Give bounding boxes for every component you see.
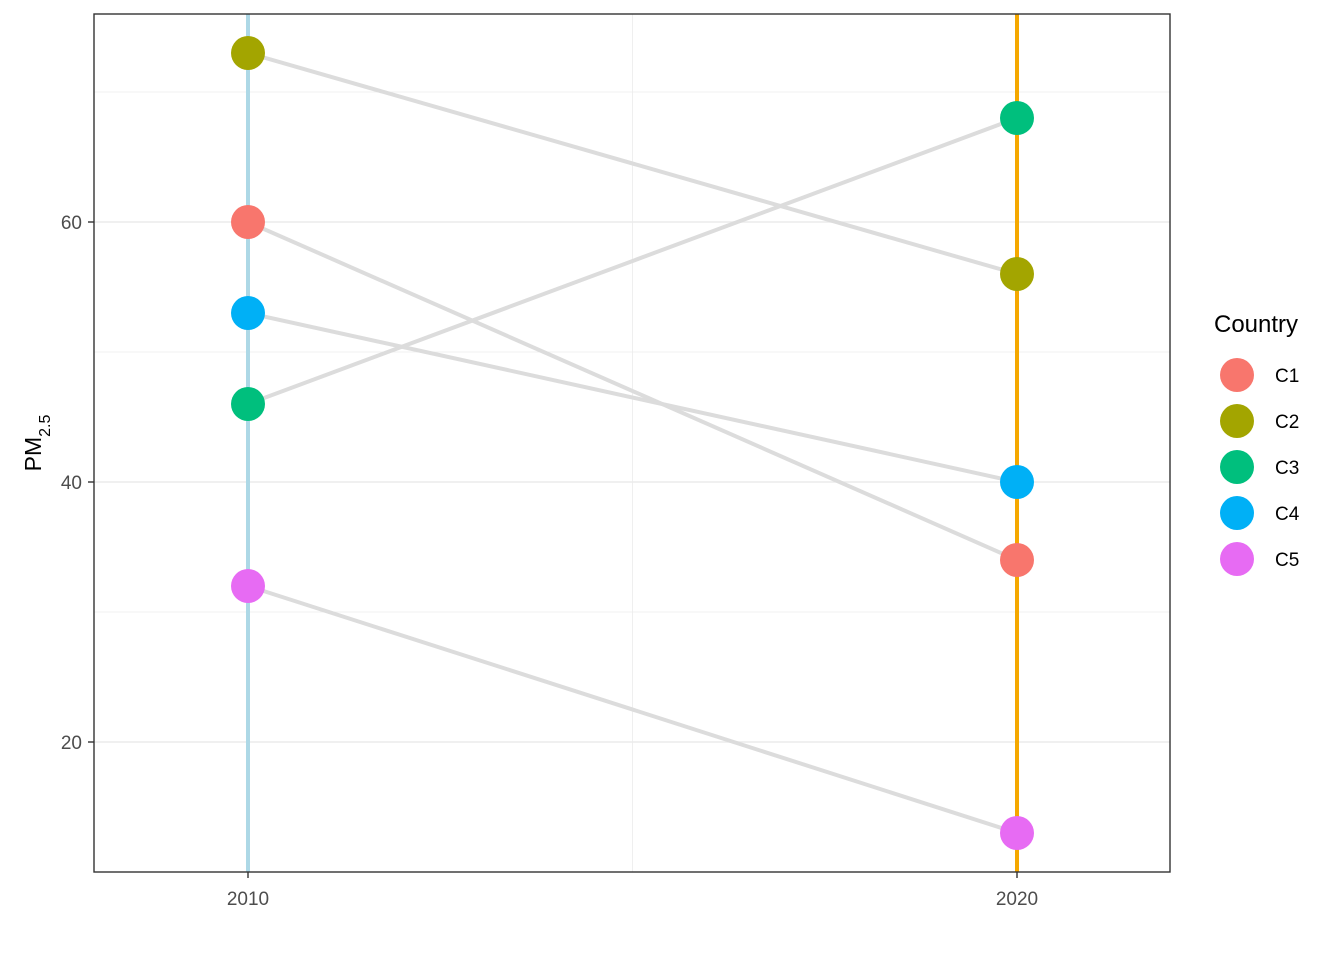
y-axis-title-main: PM (20, 437, 46, 472)
y-tick-label: 40 (61, 473, 82, 494)
connector-lines (246, 51, 1019, 835)
x-tick-label: 2010 (227, 889, 269, 910)
grid-major (94, 221, 1170, 743)
legend-label-C2: C2 (1275, 412, 1299, 433)
connector-C2 (246, 51, 1019, 276)
legend-key-C2 (1220, 404, 1254, 438)
y-tick-label: 60 (61, 213, 82, 234)
legend-label-C4: C4 (1275, 504, 1300, 525)
legend-key-C5 (1220, 542, 1254, 576)
legend-key-C3 (1220, 450, 1254, 484)
legend-key-C1 (1220, 358, 1254, 392)
point-C4-2020 (1000, 465, 1034, 499)
legend: Country C1 C2 C3 C4 C5 (1214, 311, 1300, 576)
connector-C3 (246, 116, 1019, 406)
point-C1-2010 (231, 205, 265, 239)
point-C4-2010 (231, 296, 265, 330)
legend-label-C1: C1 (1275, 366, 1299, 387)
point-C2-2020 (1000, 257, 1034, 291)
reference-lines (246, 14, 1019, 872)
point-C5-2020 (1000, 816, 1034, 850)
y-axis-title-subscript: 2.5 (37, 415, 54, 437)
y-axis: 20 40 60 (61, 213, 94, 754)
legend-label-C3: C3 (1275, 458, 1299, 479)
connector-C1 (246, 220, 1019, 562)
connector-C4 (246, 311, 1019, 484)
point-C3-2010 (231, 387, 265, 421)
point-C3-2020 (1000, 101, 1034, 135)
plot-background (94, 14, 1170, 872)
legend-label-C5: C5 (1275, 550, 1299, 571)
plot-panel-border (93, 13, 1171, 873)
point-C2-2010 (231, 36, 265, 70)
legend-title: Country (1214, 311, 1298, 338)
legend-key-C4 (1220, 496, 1254, 530)
data-points (231, 36, 1034, 850)
x-axis: 2010 2020 (227, 872, 1038, 910)
connector-C5 (246, 584, 1019, 835)
point-C5-2010 (231, 569, 265, 603)
point-C1-2020 (1000, 543, 1034, 577)
x-tick-label: 2020 (996, 889, 1038, 910)
y-axis-title: PM2.5 (20, 415, 54, 472)
y-tick-label: 20 (61, 733, 82, 754)
